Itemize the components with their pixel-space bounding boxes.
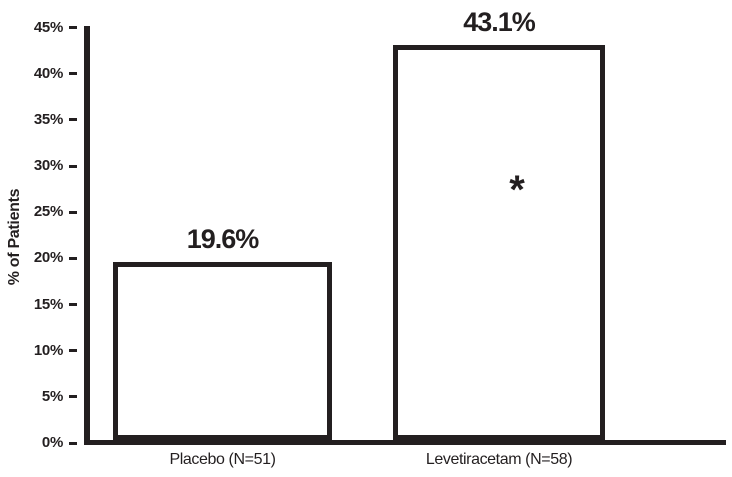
y-axis-line: [84, 26, 90, 445]
y-tick-label: 40%: [33, 64, 63, 82]
y-tick-mark: [69, 210, 77, 214]
y-tick-mark: [69, 26, 77, 30]
y-tick-label: 20%: [33, 249, 63, 267]
y-tick-mark: [69, 256, 77, 260]
y-tick-label: 35%: [33, 110, 63, 128]
y-tick-label: 5%: [41, 387, 63, 405]
bar-value-label-placebo: 19.6%: [186, 224, 260, 255]
bar-value-label-levetiracetam: 43.1%: [463, 7, 536, 38]
x-axis-line: [84, 440, 726, 445]
y-tick-mark: [69, 72, 77, 76]
bar-levetiracetam: [393, 45, 605, 440]
y-tick-mark: [69, 395, 77, 399]
bar-placebo: [113, 262, 332, 440]
y-tick-mark: [69, 441, 77, 445]
y-tick-mark: [69, 164, 77, 168]
significance-asterisk: *: [509, 167, 525, 212]
y-tick-label: 10%: [33, 341, 63, 359]
y-tick-label: 30%: [33, 157, 63, 175]
y-tick-label: 15%: [33, 295, 63, 313]
y-tick-label: 45%: [33, 18, 63, 36]
y-tick-mark: [69, 349, 77, 353]
y-tick-label: 25%: [33, 203, 63, 221]
y-tick-label: 0%: [41, 434, 63, 451]
y-tick-mark: [69, 303, 77, 307]
x-axis-category-label-placebo: Placebo (N=51): [169, 451, 276, 468]
y-tick-mark: [69, 118, 77, 122]
x-axis-category-label-levetiracetam: Levetiracetam (N=58): [425, 451, 573, 468]
